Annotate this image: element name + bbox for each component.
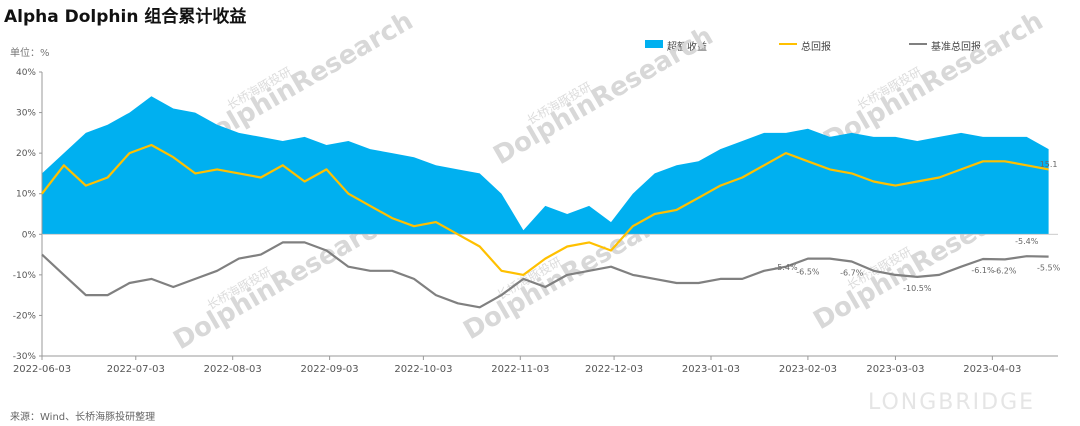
x-tick-label: 2022-12-03 bbox=[585, 364, 643, 375]
y-tick-label: 20% bbox=[16, 149, 36, 159]
y-tick-label: -10% bbox=[13, 271, 37, 281]
data-label: -6.2% bbox=[993, 266, 1017, 275]
x-tick-label: 2023-03-03 bbox=[866, 364, 924, 375]
line-layer bbox=[41, 143, 1049, 309]
x-tick-label: 2022-06-03 bbox=[13, 364, 71, 375]
source-note: 来源：Wind、长桥海豚投研整理 bbox=[10, 412, 156, 423]
data-label: -5.5% bbox=[1037, 264, 1061, 273]
legend-swatch-excess bbox=[645, 40, 663, 48]
y-tick-label: -20% bbox=[13, 311, 37, 321]
x-tick-label: 2023-04-03 bbox=[963, 364, 1021, 375]
legend-swatch-total-return bbox=[779, 43, 797, 45]
data-label: -6.5% bbox=[796, 268, 820, 277]
data-label: -6.1% bbox=[971, 266, 995, 275]
data-label: -5.4% bbox=[774, 263, 798, 272]
data-label: -5.4% bbox=[1015, 237, 1039, 246]
series-line-total-return bbox=[41, 143, 1049, 276]
x-tick-label: 2022-11-03 bbox=[491, 364, 549, 375]
label-layer: 15.1-5.4%-6.5% -6.7%-10.5%-6.1%-6.2%-5.4%… bbox=[774, 160, 1060, 293]
y-tick-label: 40% bbox=[16, 68, 36, 78]
data-label: -10.5% bbox=[903, 284, 932, 293]
x-tick-label: 2022-07-03 bbox=[107, 364, 165, 375]
legend-label-benchmark: 基准总回报 bbox=[931, 42, 981, 53]
y-tick-label: -30% bbox=[13, 352, 37, 362]
y-tick-label: 10% bbox=[16, 190, 36, 200]
legend-label-excess: 超额收益 bbox=[667, 42, 707, 53]
data-label: -6.7% bbox=[840, 268, 864, 277]
x-tick-label: 2023-02-03 bbox=[779, 364, 837, 375]
legend-swatch-benchmark bbox=[909, 43, 927, 45]
data-label: 15.1 bbox=[1040, 160, 1058, 169]
watermark-text: DolphinResearch bbox=[489, 21, 719, 171]
brand-logo: LONGBRIDGE bbox=[868, 390, 1036, 415]
legend-label-total-return: 总回报 bbox=[801, 42, 831, 53]
legend: 超额收益 总回报 基准总回报 bbox=[645, 36, 1065, 53]
x-tick-label: 2022-09-03 bbox=[301, 364, 359, 375]
unit-label: 单位：% bbox=[10, 48, 50, 59]
axis-layer: 40% 30% 20% 10% 0% -10% -20% -30% 2022-06-03 2022… bbox=[13, 68, 1058, 375]
x-tick-label: 2022-08-03 bbox=[204, 364, 262, 375]
area-layer bbox=[42, 96, 1049, 235]
x-tick-label: 2023-01-03 bbox=[682, 364, 740, 375]
x-tick-label: 2022-10-03 bbox=[394, 364, 452, 375]
y-tick-label: 0% bbox=[22, 230, 37, 240]
chart-title: Alpha Dolphin 组合累计收益 bbox=[4, 7, 247, 27]
series-area-excess-return bbox=[42, 96, 1049, 235]
y-tick-label: 30% bbox=[16, 109, 36, 119]
series-line-benchmark bbox=[41, 241, 1049, 309]
